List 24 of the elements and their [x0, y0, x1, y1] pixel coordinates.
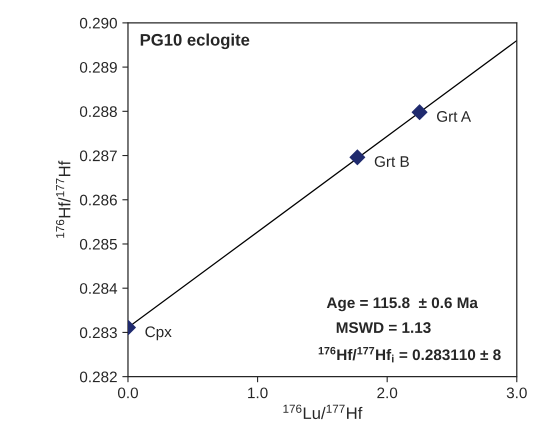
y-tick-label: 0.282 [80, 372, 117, 382]
y-tick-label: 0.284 [80, 283, 118, 294]
text: PG10 eclogite [140, 33, 250, 50]
y-tick-label: 0.283 [80, 327, 117, 338]
x-tick-label: 0.0 [118, 387, 138, 398]
x-tick-label: 1.0 [248, 387, 268, 398]
point [349, 149, 366, 166]
y-tick-label: 0.287 [80, 150, 117, 162]
annotation: Grt A [437, 111, 472, 122]
annotation: Age = 115.8 ± 0.6 Ma [326, 297, 478, 312]
y-tick-label: 0.286 [80, 194, 117, 206]
y-tick-label: 0.290 [80, 18, 117, 29]
annotation: $^{176}$Hf/$^{177}$Hf$_{i}$ = 0.283110 ± 8 [318, 346, 501, 362]
annotation: MSWD = 1.13 [336, 322, 431, 334]
annotation: Grt B [374, 156, 409, 167]
y-tick-label: 0.288 [80, 106, 117, 118]
y-tick-label: 0.285 [80, 238, 117, 250]
point [412, 104, 428, 120]
y-axis-title: $^{176}$Hf/$^{177}$Hf [56, 160, 70, 238]
x-tick-label: 3.0 [506, 387, 527, 398]
x-tick-label: 2.0 [377, 387, 398, 398]
y-tick-label: 0.289 [80, 62, 117, 73]
annotation: Cpx [145, 326, 172, 340]
x-axis-title: $^{176}$Lu/$^{177}$Hf [283, 404, 362, 420]
